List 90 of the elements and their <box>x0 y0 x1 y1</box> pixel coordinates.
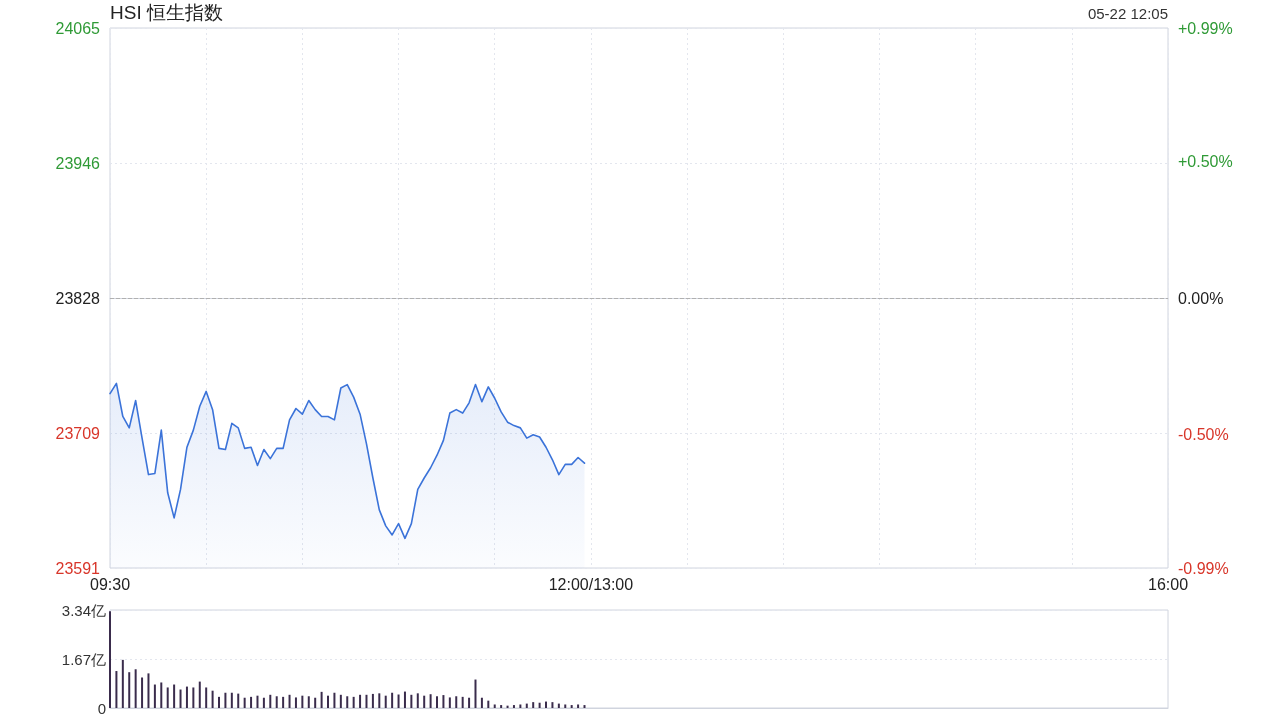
bar <box>397 694 400 708</box>
bar <box>429 694 432 708</box>
bar <box>577 704 580 708</box>
bar <box>371 693 374 708</box>
bar <box>269 694 272 708</box>
x-tick-label: 09:30 <box>89 575 131 593</box>
bar <box>442 695 445 708</box>
y2-tick-label: 0.00% <box>1178 289 1224 307</box>
bar <box>493 704 496 708</box>
bar <box>294 697 297 708</box>
bar <box>346 696 349 708</box>
bar <box>474 679 477 708</box>
bar <box>391 692 394 708</box>
bar <box>198 681 201 708</box>
bar <box>365 694 368 708</box>
bar <box>455 696 458 708</box>
x-tick-label: 12:00/13:00 <box>548 575 634 593</box>
bar <box>160 682 163 708</box>
bar <box>359 694 362 708</box>
bar <box>487 700 490 708</box>
bar <box>128 672 131 708</box>
bar <box>192 687 195 708</box>
bar <box>519 704 522 708</box>
bar <box>352 696 355 708</box>
bar <box>423 695 426 708</box>
x-tick-label: 16:00 <box>1147 575 1189 593</box>
bar <box>327 695 330 708</box>
bar <box>205 687 208 708</box>
text: 05-22 12:05 <box>1087 5 1168 22</box>
y-tick-label: 1.67亿 <box>61 650 106 668</box>
bar <box>185 686 188 708</box>
y-tick-label: 3.34亿 <box>61 601 106 619</box>
chart-title: HSI 恒生指数 <box>110 2 223 23</box>
bar <box>403 691 406 708</box>
bar <box>109 611 111 708</box>
bar <box>480 697 483 708</box>
bar <box>262 697 265 708</box>
y-tick-label: 23946 <box>55 155 101 173</box>
bar <box>333 692 336 708</box>
bar <box>121 659 124 708</box>
y2-tick-label: -0.50% <box>1178 425 1229 443</box>
bar <box>320 691 323 708</box>
bar <box>211 690 214 708</box>
bar <box>461 696 464 708</box>
bar <box>436 696 439 708</box>
bar <box>134 669 137 708</box>
bar <box>448 697 451 708</box>
y2-tick-label: -0.99% <box>1178 559 1229 577</box>
y2-tick-label: +0.50% <box>1178 153 1233 171</box>
bar <box>153 684 156 708</box>
bar <box>179 689 182 708</box>
bar <box>282 696 285 708</box>
bar <box>301 695 304 708</box>
bar <box>224 692 227 708</box>
bar <box>583 705 586 708</box>
bar <box>468 697 471 708</box>
y2-tick-label: +0.99% <box>1178 19 1233 37</box>
bar <box>218 696 221 708</box>
bar <box>147 673 150 708</box>
bar <box>314 697 317 708</box>
bar <box>570 705 573 708</box>
bar <box>512 705 515 708</box>
bar <box>551 702 554 708</box>
bar <box>275 696 278 708</box>
bar <box>307 696 310 708</box>
bar <box>288 694 291 708</box>
bar <box>115 671 118 708</box>
bar <box>243 697 246 708</box>
y-tick-label: 23709 <box>55 425 101 443</box>
bar <box>237 693 240 708</box>
bar <box>166 687 169 708</box>
bar <box>256 695 259 708</box>
y-tick-label: 24065 <box>55 19 101 37</box>
bar <box>532 702 535 708</box>
bar <box>384 695 387 708</box>
bar <box>339 694 342 708</box>
bar <box>500 705 503 708</box>
bar <box>378 693 381 708</box>
bar <box>141 677 144 708</box>
y-tick-label: 23828 <box>55 289 101 307</box>
bar <box>538 702 541 708</box>
bar <box>173 684 176 708</box>
bar <box>230 692 233 708</box>
bar <box>250 696 253 708</box>
bar <box>410 694 413 708</box>
bar <box>416 693 419 708</box>
y-tick-label: 0 <box>97 699 106 717</box>
y-tick-label: 23591 <box>55 559 101 577</box>
bar <box>564 704 567 708</box>
bar <box>545 701 548 708</box>
